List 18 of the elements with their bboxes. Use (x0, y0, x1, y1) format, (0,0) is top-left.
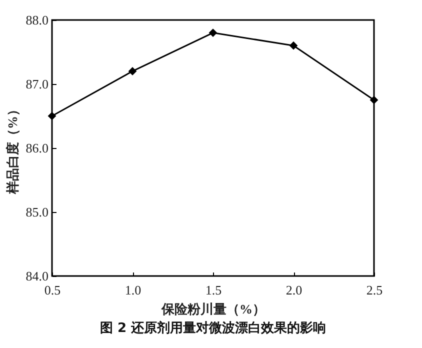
point (128, 67, 137, 76)
text: 图 2 还原剂用量对微波漂白效果的影响 (100, 320, 326, 336)
point (208, 28, 218, 37)
y-tick-label: 85.0 (26, 204, 48, 220)
y-axis-title: 样品白度（%） (4, 103, 20, 195)
x-tick-label: 1.5 (205, 282, 222, 298)
y-tick-label: 87.0 (26, 76, 48, 92)
x-tick-label: 2.5 (366, 282, 383, 298)
x-tick-label: 2.0 (286, 282, 302, 298)
x-tick-label: 0.5 (44, 282, 61, 298)
point (48, 112, 56, 120)
y-tick-label: 84.0 (26, 268, 48, 284)
x-tick-label: 1.0 (124, 282, 142, 298)
x-axis-title: 保险粉川量（%） (160, 302, 266, 316)
y-tick-label: 88.0 (26, 12, 48, 28)
point (289, 41, 298, 50)
point (370, 96, 378, 104)
y-tick-label: 86.0 (26, 140, 48, 156)
